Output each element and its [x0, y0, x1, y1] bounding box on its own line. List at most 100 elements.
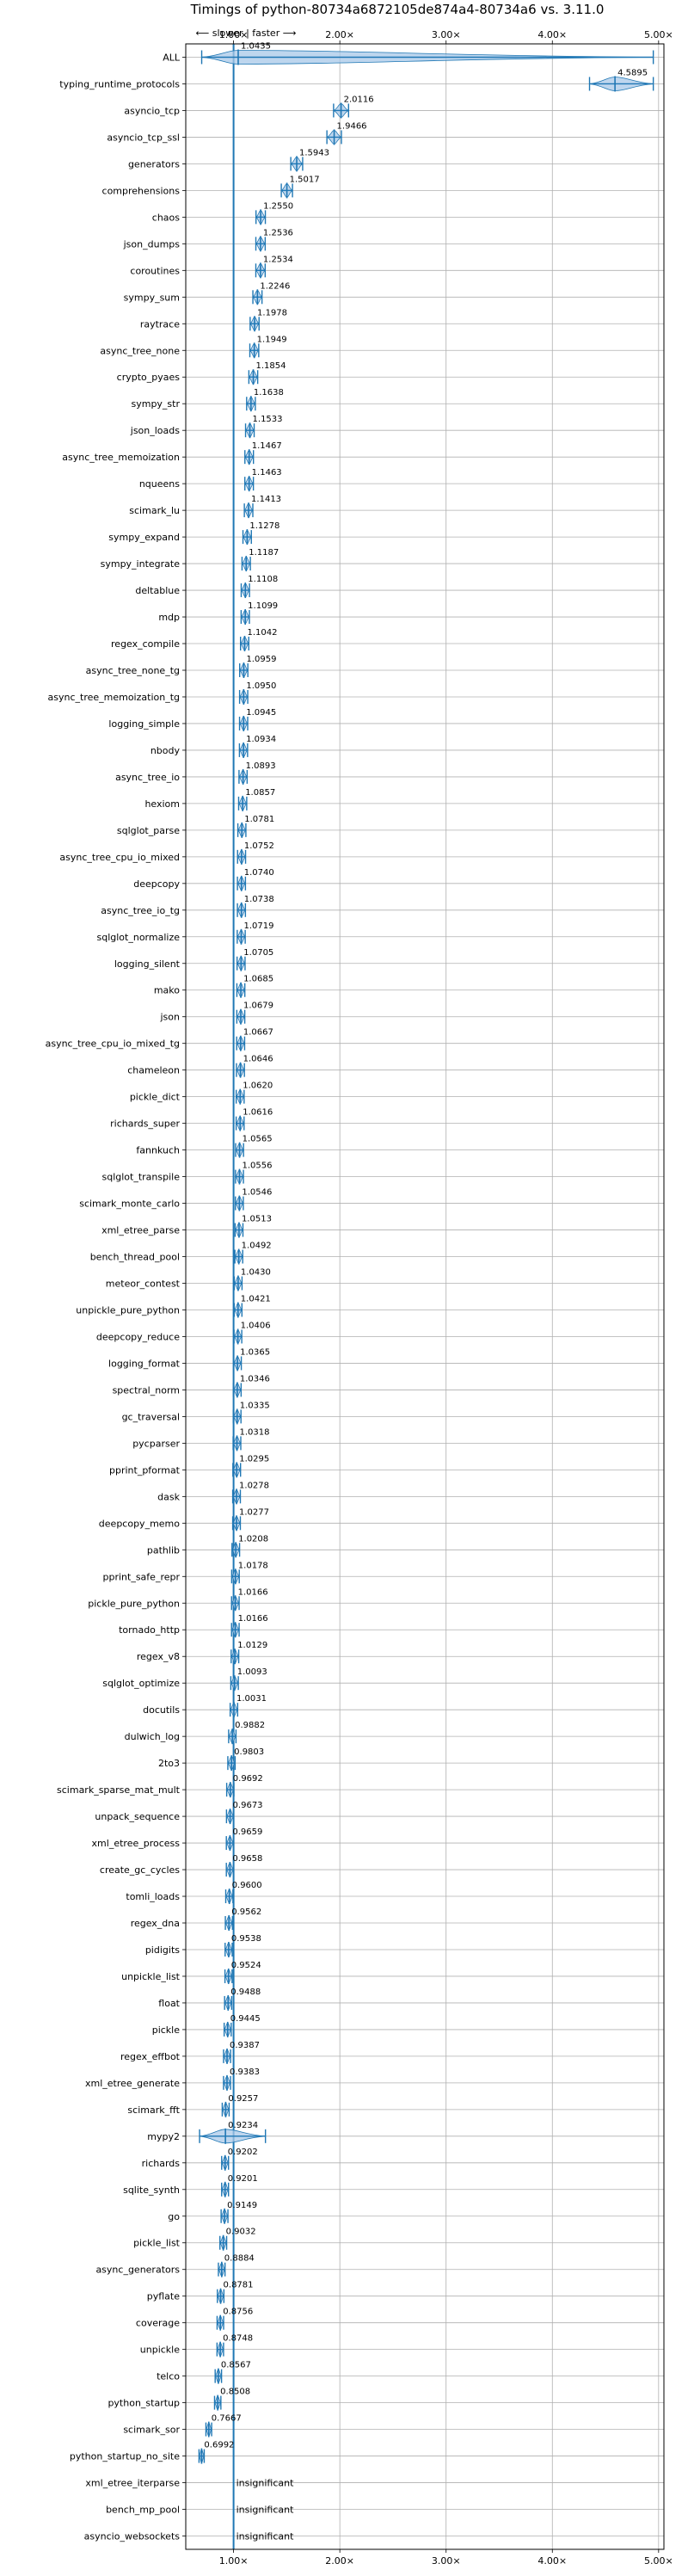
y-tick-label: unpack_sequence — [95, 1811, 180, 1822]
axes-layer: 1.00× 1.00× 2.00× 2.00× 3.00× 3.00× 4.00× 4.00×… — [46, 29, 673, 2567]
value-label: 0.8756 — [223, 2308, 253, 2317]
value-label: 1.0959 — [246, 655, 276, 664]
value-label: 0.9658 — [232, 1854, 262, 1864]
y-tick-label: pyflate — [147, 2291, 180, 2302]
value-label: 1.1638 — [254, 388, 284, 397]
value-label: 1.0365 — [240, 1347, 270, 1357]
value-label: 1.0616 — [243, 1108, 273, 1118]
value-label: 0.8884 — [224, 2254, 255, 2264]
y-tick-label: logging_simple — [108, 718, 180, 730]
value-label: 1.1463 — [252, 468, 282, 478]
value-label: 0.9445 — [230, 2014, 261, 2024]
value-label: 0.9562 — [231, 1907, 261, 1917]
value-label: 1.0346 — [240, 1374, 270, 1384]
value-label: 1.5017 — [290, 175, 320, 184]
chart-title: Timings of python-80734a6872105de874a4-8… — [190, 2, 605, 17]
value-label: 1.2550 — [263, 201, 293, 211]
value-label: 0.8567 — [221, 2361, 251, 2370]
y-tick-label: deltablue — [135, 585, 180, 596]
x-tick-label-top: 2.00× — [325, 29, 354, 40]
x-tick-label-bottom: 3.00× — [432, 2555, 461, 2567]
value-label: 1.2246 — [260, 281, 290, 291]
y-tick-label: gc_traversal — [122, 1411, 180, 1422]
y-tick-label: python_startup — [108, 2398, 180, 2409]
value-label: 1.0278 — [239, 1481, 269, 1490]
y-tick-label: pathlib — [147, 1544, 180, 1556]
y-tick-label: go — [168, 2211, 180, 2222]
value-label: 1.0166 — [238, 1614, 268, 1624]
y-tick-label: tornado_http — [119, 1624, 180, 1636]
value-label: 0.9803 — [234, 1747, 264, 1757]
y-tick-label: deepcopy_reduce — [96, 1331, 180, 1342]
value-label: 1.0565 — [243, 1135, 273, 1144]
y-tick-label: pprint_pformat — [109, 1464, 181, 1476]
y-tick-label: async_tree_cpu_io_mixed_tg — [46, 1038, 180, 1050]
x-tick-label-top: 3.00× — [432, 29, 461, 40]
value-label: 1.0492 — [242, 1242, 272, 1251]
value-label: 1.0705 — [243, 948, 273, 958]
y-tick-label: xml_etree_parse — [101, 1225, 180, 1236]
value-label: 1.0667 — [243, 1028, 273, 1038]
y-tick-label: sqlite_synth — [123, 2185, 180, 2196]
y-tick-label: unpickle_list — [121, 1971, 181, 1982]
y-tick-label: mdp — [158, 612, 180, 623]
value-label: 1.0752 — [244, 841, 274, 851]
x-tick-label-bottom: 5.00× — [644, 2555, 673, 2567]
value-label: 1.0178 — [238, 1561, 268, 1570]
y-tick-label: json_loads — [130, 425, 180, 436]
value-label: 0.9600 — [232, 1881, 262, 1890]
y-tick-label: pickle — [152, 2024, 181, 2036]
plot-frame — [185, 43, 665, 2550]
y-tick-label: richards_super — [110, 1119, 180, 1130]
y-tick-label: create_gc_cycles — [100, 1864, 180, 1876]
value-label: 1.0857 — [245, 788, 275, 798]
value-label: 0.9659 — [232, 1827, 262, 1837]
y-tick-label: json — [160, 1012, 181, 1023]
value-label: 1.0620 — [243, 1082, 273, 1091]
value-label: 1.1099 — [248, 601, 278, 611]
value-label: 1.1042 — [247, 628, 277, 638]
y-tick-label: coverage — [136, 2318, 180, 2329]
y-tick-label: pprint_safe_repr — [103, 1571, 181, 1582]
y-tick-label: scimark_sor — [123, 2425, 180, 2436]
value-label: 0.9524 — [231, 1961, 261, 1970]
y-tick-label: sympy_str — [131, 398, 180, 410]
y-tick-label: spectral_norm — [113, 1384, 180, 1396]
y-tick-label: float — [158, 1998, 180, 2009]
value-label: 1.1978 — [257, 308, 287, 317]
y-tick-label: generators — [128, 158, 180, 169]
y-tick-label: mypy2 — [147, 2131, 180, 2142]
y-tick-label: pickle_dict — [130, 1092, 181, 1103]
y-tick-label: sqlglot_optimize — [102, 1678, 180, 1689]
y-tick-label: async_tree_io_tg — [101, 905, 180, 916]
value-label: 0.9538 — [231, 1934, 261, 1944]
value-label: 0.9149 — [227, 2201, 257, 2210]
insignificant-label: insignificant — [236, 2478, 295, 2489]
y-tick-label: asyncio_websockets — [84, 2531, 181, 2542]
value-label: 1.1278 — [249, 521, 280, 531]
y-tick-label: crypto_pyaes — [117, 372, 181, 383]
value-label: 1.1108 — [248, 575, 278, 584]
y-tick-label: scimark_lu — [129, 505, 180, 516]
y-tick-label: hexiom — [144, 798, 180, 810]
y-tick-label: sqlglot_parse — [117, 825, 180, 836]
y-tick-label: nbody — [150, 745, 181, 756]
y-tick-label: python_startup_no_site — [70, 2451, 180, 2462]
value-label: 1.0738 — [244, 895, 274, 904]
x-tick-label-top: 5.00× — [644, 29, 673, 40]
y-tick-label: scimark_sparse_mat_mult — [57, 1784, 181, 1796]
y-tick-label: sympy_sum — [124, 292, 180, 303]
y-tick-label: regex_v8 — [137, 1651, 180, 1662]
y-tick-label: mako — [154, 985, 180, 996]
y-tick-label: pickle_list — [133, 2238, 181, 2249]
y-tick-label: coroutines — [130, 265, 180, 276]
value-label: 0.9673 — [233, 1801, 263, 1810]
y-tick-label: raytrace — [140, 318, 180, 330]
y-tick-label: 2to3 — [158, 1758, 180, 1769]
value-label: 0.9257 — [228, 2094, 258, 2104]
value-label: 1.0406 — [241, 1321, 271, 1330]
value-label: 0.9234 — [228, 2121, 258, 2130]
y-tick-label: sympy_expand — [108, 532, 180, 543]
value-label: 1.0719 — [243, 921, 273, 931]
